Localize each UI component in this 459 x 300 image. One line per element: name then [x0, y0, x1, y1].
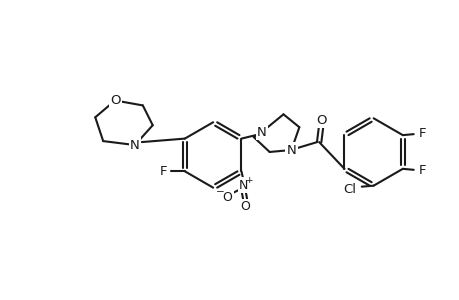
Text: O: O [110, 94, 120, 107]
Text: Cl: Cl [342, 183, 356, 196]
Text: O: O [222, 190, 232, 204]
Text: N: N [238, 179, 247, 192]
Text: F: F [418, 164, 425, 177]
Text: +: + [244, 176, 252, 185]
Text: N: N [286, 143, 296, 157]
Text: F: F [418, 127, 425, 140]
Text: O: O [240, 200, 250, 214]
Text: F: F [159, 165, 167, 178]
Text: N: N [130, 139, 140, 152]
Text: N: N [256, 126, 266, 139]
Text: O: O [315, 114, 326, 127]
Text: −: − [216, 187, 224, 197]
